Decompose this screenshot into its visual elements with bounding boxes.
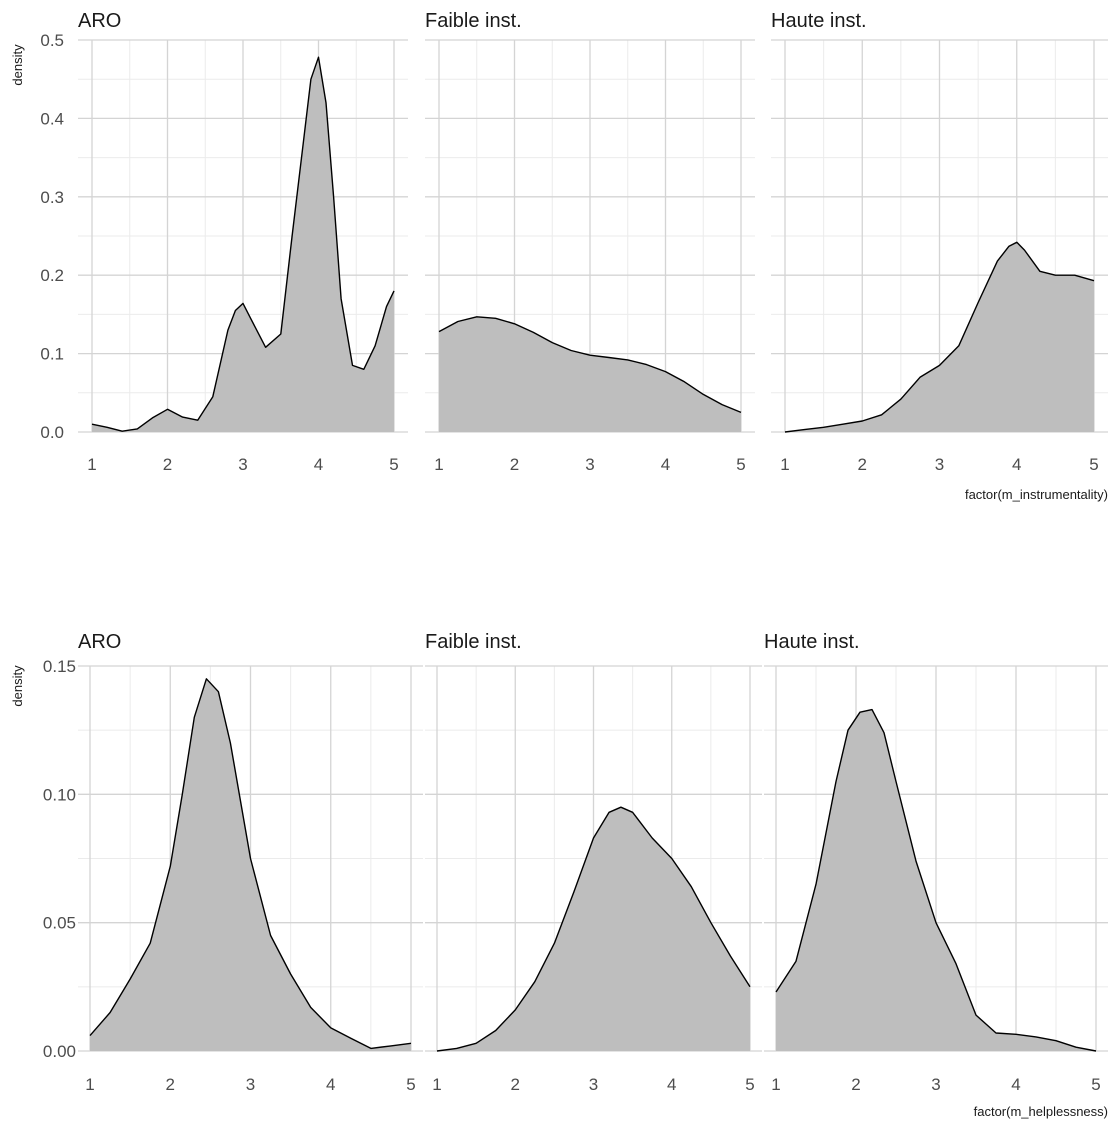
panel-title: Haute inst. [771,10,867,32]
x-tick-label: 1 [87,455,96,474]
x-tick-label: 4 [661,455,670,474]
density-line [784,241,1095,433]
density-area [90,678,411,1051]
x-tick-label: 2 [166,1075,175,1094]
panel-1-1: ARO 1 2 3 4 5 [78,10,408,474]
y-tick-label: 0.1 [40,345,64,364]
y-tick-label: 0.3 [40,188,64,207]
x-tick-label: 2 [851,1075,860,1094]
y-tick-label: 0.5 [40,31,64,50]
panel-1-3: Haute inst. 1 2 3 4 5 [771,10,1108,474]
y-axis-label: density [10,44,25,86]
x-tick-label: 2 [858,455,867,474]
chart-1: ARO 1 2 3 4 5 Faible inst. 1 2 3 4 5 Haute inst. 1 2 3 4… [10,10,1108,502]
x-tick-label: 4 [326,1075,335,1094]
x-tick-label: 5 [406,1075,415,1094]
density-line [89,678,412,1050]
panel-title: ARO [78,631,121,653]
x-tick-label: 4 [667,1075,676,1094]
panel-title: Haute inst. [764,631,860,653]
density-line [438,316,742,414]
x-tick-label: 5 [745,1075,754,1094]
y-tick-label: 0.15 [43,657,76,676]
y-tick-label: 0.0 [40,423,64,442]
x-tick-label: 3 [935,455,944,474]
density-line [436,806,751,1052]
x-tick-label: 5 [1089,455,1098,474]
y-tick-label: 0.10 [43,785,76,804]
x-axis-label: factor(m_instrumentality) [965,487,1108,502]
x-tick-label: 2 [163,455,172,474]
panel-title: Faible inst. [425,631,522,653]
x-tick-label: 2 [510,455,519,474]
density-area [439,316,741,432]
panel-2-1: ARO 1 2 3 4 5 [78,631,423,1094]
density-line [91,56,395,432]
density-line [775,708,1097,1052]
x-tick-label: 4 [1012,455,1021,474]
density-area [785,242,1094,432]
chart-2: ARO 1 2 3 4 5 Faible inst. 1 2 3 4 5 Haute inst. 1 2 3 4… [10,631,1108,1119]
y-tick-label: 0.4 [40,109,64,128]
y-tick-label: 0.05 [43,914,76,933]
x-tick-label: 3 [589,1075,598,1094]
x-tick-label: 1 [780,455,789,474]
x-axis-label: factor(m_helplessness) [974,1104,1108,1119]
density-area [437,807,750,1051]
x-tick-label: 1 [432,1075,441,1094]
x-tick-label: 5 [736,455,745,474]
density-area [776,709,1096,1051]
x-tick-label: 1 [771,1075,780,1094]
x-tick-label: 4 [314,455,323,474]
y-tick-label: 0.00 [43,1042,76,1061]
x-tick-label: 5 [1091,1075,1100,1094]
x-tick-label: 3 [246,1075,255,1094]
x-tick-label: 1 [85,1075,94,1094]
panel-2-3: Haute inst. 1 2 3 4 5 [764,631,1108,1094]
x-tick-label: 4 [1011,1075,1020,1094]
panel-title: ARO [78,10,121,32]
panel-title: Faible inst. [425,10,522,32]
x-tick-label: 1 [434,455,443,474]
x-tick-label: 3 [585,455,594,474]
y-tick-label: 0.2 [40,266,64,285]
x-tick-label: 3 [238,455,247,474]
density-area [92,57,394,432]
x-tick-label: 3 [931,1075,940,1094]
y-axis-label: density [10,665,25,707]
panel-1-2: Faible inst. 1 2 3 4 5 [425,10,755,474]
panel-2-2: Faible inst. 1 2 3 4 5 [425,631,762,1094]
x-tick-label: 2 [511,1075,520,1094]
x-tick-label: 5 [389,455,398,474]
